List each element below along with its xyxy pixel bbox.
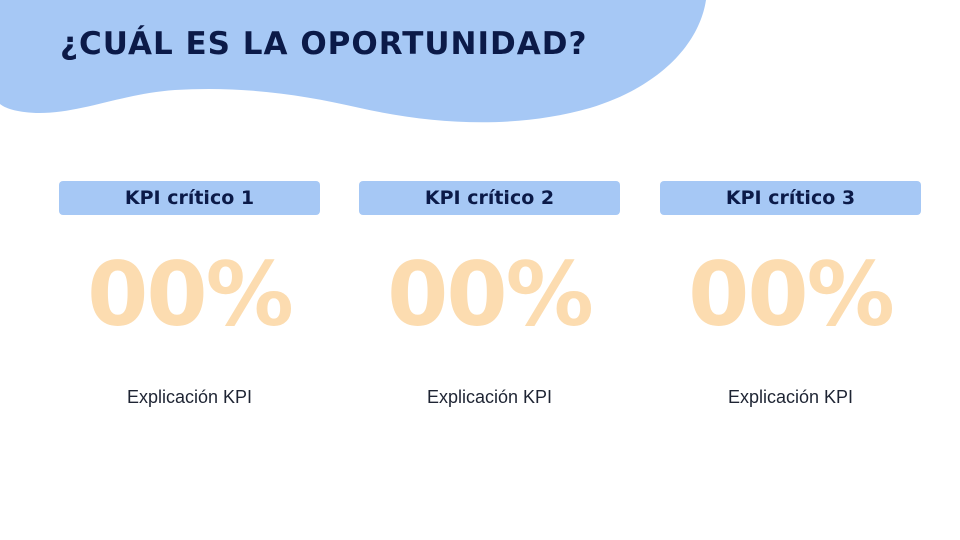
kpi-card-1: KPI crítico 1 00% Explicación KPI [59,181,320,408]
slide-title: ¿CUÁL ES LA OPORTUNIDAD? [60,26,588,62]
kpi-description: Explicación KPI [126,387,253,407]
kpi-card-3: KPI crítico 3 00% Explicación KPI [660,181,921,408]
kpi-label: KPI crítico 2 [359,181,620,215]
decorative-wave-blob [0,0,706,123]
kpi-card-2: KPI crítico 2 00% Explicación KPI [359,181,620,408]
kpi-label: KPI crítico 3 [660,181,921,215]
kpi-description: Explicación KPI [727,387,854,407]
kpi-value: 00% [87,243,294,346]
kpi-value: 00% [688,243,895,346]
kpi-description: Explicación KPI [426,387,553,407]
kpi-label: KPI crítico 1 [59,181,320,215]
kpi-value: 00% [387,243,594,346]
